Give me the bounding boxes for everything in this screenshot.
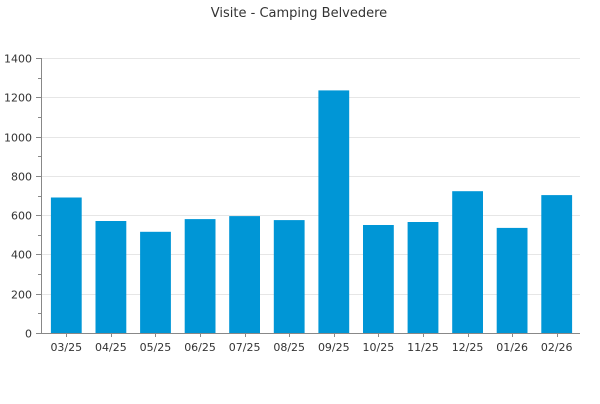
x-tick-label: 04/25 <box>95 341 127 354</box>
y-tick-label: 400 <box>11 249 32 262</box>
bar-02-26 <box>541 195 573 333</box>
bar-07-25 <box>229 216 260 333</box>
chart-title: Visite - Camping Belvedere <box>211 6 387 21</box>
y-tick-label: 0 <box>25 328 32 341</box>
bar-05-25 <box>140 231 171 333</box>
bar-09-25 <box>318 90 350 334</box>
bar-03-25 <box>50 197 82 333</box>
bars <box>50 90 573 334</box>
y-tick-label: 1000 <box>4 132 32 145</box>
x-tick-label: 12/25 <box>452 341 484 354</box>
x-axis-ticks: 03/25 04/25 05/25 06/25 07/25 08/25 09/25 10/25… <box>50 333 573 354</box>
x-tick-label: 07/25 <box>229 341 261 354</box>
x-tick-label: 05/25 <box>140 341 172 354</box>
axes <box>41 58 580 334</box>
y-tick-label: 800 <box>11 171 32 184</box>
y-tick-label: 1200 <box>4 92 32 105</box>
bar-04-25 <box>95 221 127 333</box>
x-tick-label: 03/25 <box>50 341 82 354</box>
bar-10-25 <box>363 225 394 333</box>
y-axis-ticks: 0 200 400 600 800 1000 1200 1400 <box>4 53 41 341</box>
gridlines <box>41 58 580 295</box>
y-tick-label: 600 <box>11 210 32 223</box>
bar-06-25 <box>184 219 216 333</box>
bar-12-25 <box>452 191 483 333</box>
x-tick-label: 11/25 <box>407 341 439 354</box>
bar-11-25 <box>407 222 439 333</box>
x-tick-label: 09/25 <box>318 341 350 354</box>
x-tick-label: 06/25 <box>184 341 216 354</box>
x-tick-label: 10/25 <box>363 341 395 354</box>
x-tick-label: 08/25 <box>273 341 305 354</box>
y-tick-label: 200 <box>11 289 32 302</box>
y-tick-label: 1400 <box>4 53 32 66</box>
bar-01-26 <box>496 227 528 333</box>
x-tick-label: 02/26 <box>541 341 573 354</box>
x-tick-label: 01/26 <box>496 341 528 354</box>
bar-08-25 <box>273 220 305 333</box>
